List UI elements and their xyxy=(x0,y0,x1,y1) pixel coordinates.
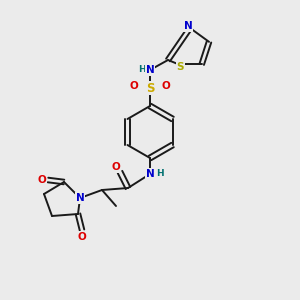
Text: S: S xyxy=(176,62,184,72)
Text: O: O xyxy=(130,81,138,91)
Text: O: O xyxy=(38,175,46,185)
Text: N: N xyxy=(184,21,192,31)
Text: H: H xyxy=(156,169,164,178)
Text: S: S xyxy=(146,82,154,94)
Text: N: N xyxy=(146,65,154,75)
Text: N: N xyxy=(146,169,154,179)
Text: N: N xyxy=(76,193,84,203)
Text: O: O xyxy=(78,232,86,242)
Text: H: H xyxy=(138,65,146,74)
Text: O: O xyxy=(112,162,120,172)
Text: O: O xyxy=(162,81,170,91)
